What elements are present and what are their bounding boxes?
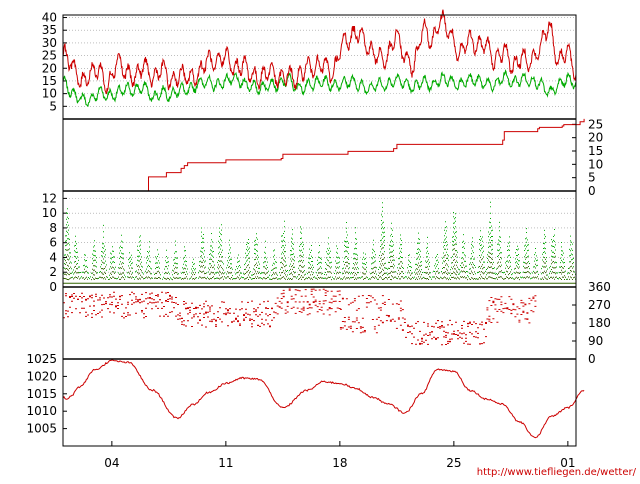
panel-frame-1 [62,14,577,120]
wind-ytick-label-0: 0 [49,280,57,294]
temp-ytick-label-3: 20 [42,61,57,75]
pressure-ytick-label-1: 1010 [26,404,57,418]
rain-cumulative-line [63,118,585,192]
wind-ytick-label-4: 8 [49,221,57,235]
temp-min-line [62,69,577,107]
wind-direction-dots [63,288,537,346]
winddir-ytick-label-2: 180 [588,316,611,330]
wind-ytick-label-2: 4 [49,250,57,264]
x-tick-label-11: 11 [218,456,233,470]
x-tick-label-18: 18 [332,456,347,470]
temp-ytick-label-5: 30 [42,36,57,50]
winddir-ytick-label-4: 360 [588,280,611,294]
rain-ytick-label-3: 15 [588,144,603,158]
wind-ytick-label-3: 6 [49,236,57,250]
x-tick-label-04: 04 [104,456,119,470]
panel-frame-2 [62,118,577,192]
panel-frame-4 [62,286,577,360]
temp-ytick-label-0: 5 [49,99,57,113]
x-tick-label-25: 25 [446,456,461,470]
panel-frame-5 [62,358,577,447]
wind-ytick-label-1: 2 [49,265,57,279]
rain-ytick-label-1: 5 [588,171,596,185]
pressure-line [62,359,585,439]
rain-ytick-label-5: 25 [588,117,603,131]
wind-ytick-label-5: 10 [42,206,57,220]
temp-ytick-label-1: 10 [42,87,57,101]
temp-max-line [62,9,577,95]
winddir-ytick-label-3: 270 [588,298,611,312]
x-tick-label-01: 01 [560,456,575,470]
wind-ytick-label-6: 12 [42,191,57,205]
temp-ytick-label-4: 25 [42,49,57,63]
pressure-ytick-label-2: 1015 [26,387,57,401]
temp-ytick-label-6: 35 [42,23,57,37]
credit-url: http://www.tiefliegen.de/wetter/ [476,467,636,478]
rain-ytick-label-0: 0 [588,184,596,198]
winddir-ytick-label-1: 90 [588,334,603,348]
pressure-ytick-label-3: 1020 [26,369,57,383]
rain-ytick-label-2: 10 [588,157,603,171]
temp-ytick-label-2: 15 [42,74,57,88]
pressure-ytick-label-4: 1025 [26,352,57,366]
temp-ytick-label-7: 40 [42,11,57,25]
winddir-ytick-label-0: 0 [588,352,596,366]
rain-ytick-label-4: 20 [588,131,603,145]
pressure-ytick-label-0: 1005 [26,422,57,436]
